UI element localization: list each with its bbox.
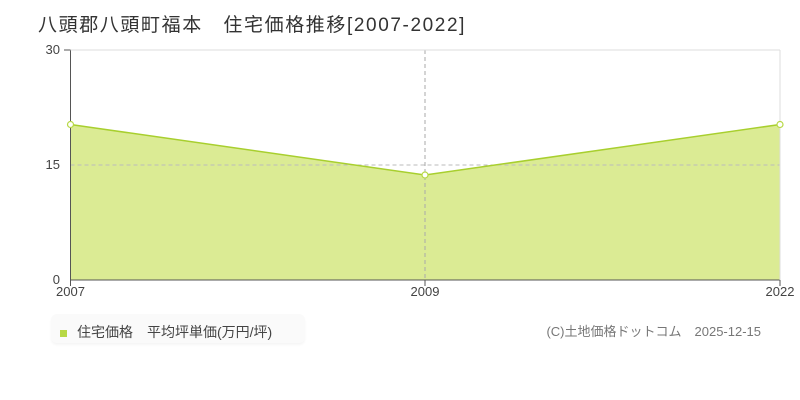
svg-text:2022: 2022 [766, 284, 795, 299]
svg-text:2009: 2009 [411, 284, 440, 299]
svg-text:15: 15 [46, 157, 60, 172]
svg-text:30: 30 [46, 42, 60, 57]
svg-text:2007: 2007 [56, 284, 85, 299]
